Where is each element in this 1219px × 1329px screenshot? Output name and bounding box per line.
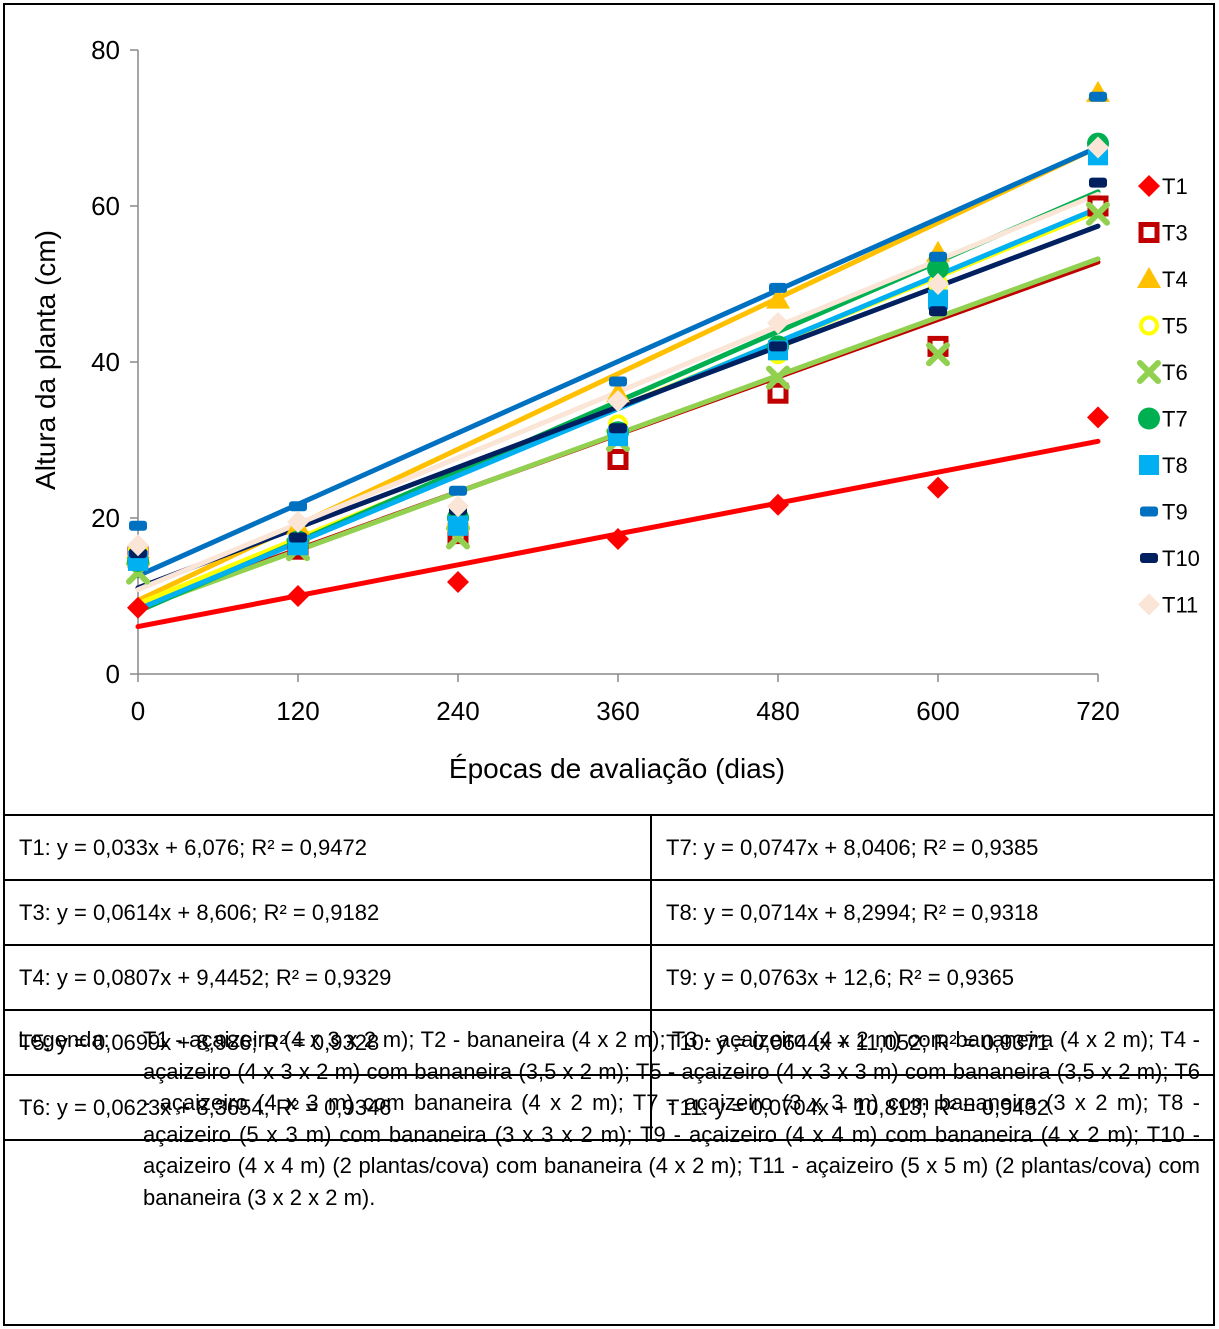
point-t11 (607, 390, 629, 412)
y-tick-label: 20 (91, 503, 120, 533)
point-t11 (447, 495, 469, 518)
y-tick-label: 0 (106, 659, 120, 689)
point-t11 (287, 510, 309, 533)
equations-row: T4: y = 0,0807x + 9,4452; R² = 0,9329 T9… (3, 944, 1215, 1011)
equations-row: T3: y = 0,0614x + 8,606; R² = 0,9182 T8:… (3, 879, 1215, 946)
legend-label-t3: T3 (1162, 221, 1188, 246)
legend-marker-t6 (1137, 360, 1161, 384)
y-tick-label: 80 (91, 35, 120, 65)
legend-marker-t11 (1138, 593, 1160, 616)
point-t1 (927, 476, 949, 499)
x-axis-label: Épocas de avaliação (dias) (449, 753, 785, 784)
point-t10 (769, 341, 787, 352)
legend-marker-t4 (1137, 267, 1161, 288)
equation-t6: T6: y = 0,0623x + 8,3654; R² = 0,9346 (3, 1074, 652, 1141)
legend-marker-t7 (1138, 407, 1160, 430)
y-tick-label: 40 (91, 347, 120, 377)
point-t1 (1087, 406, 1109, 429)
equation-t7: T7: y = 0,0747x + 8,0406; R² = 0,9385 (650, 814, 1215, 881)
legend-label-t9: T9 (1162, 500, 1188, 525)
chart-legend: T1 T3 T4 T5 T6 T7 T8 T9 T10 T11 (1137, 174, 1200, 618)
chart-markers (126, 80, 1110, 619)
legend-label-t5: T5 (1162, 314, 1188, 339)
legend-label-t1: T1 (1162, 174, 1188, 199)
legend-label-t10: T10 (1162, 546, 1200, 571)
point-t9 (1089, 91, 1107, 102)
point-t6 (766, 365, 790, 390)
x-tick-label: 120 (276, 696, 319, 726)
legend-label-t4: T4 (1162, 267, 1188, 292)
equation-t8: T8: y = 0,0714x + 8,2994; R² = 0,9318 (650, 879, 1215, 946)
point-t9 (129, 520, 147, 531)
point-t9 (929, 251, 947, 262)
point-t8 (448, 515, 468, 536)
equation-t4: T4: y = 0,0807x + 9,4452; R² = 0,9329 (3, 944, 652, 1011)
point-t11 (1087, 136, 1109, 159)
x-tick-label: 720 (1076, 696, 1119, 726)
point-t11 (127, 534, 149, 557)
legend-marker-t1 (1138, 175, 1160, 197)
legend-marker-t5 (1139, 315, 1159, 336)
point-t9 (609, 376, 627, 387)
y-axis-label: Altura da planta (cm) (30, 230, 61, 490)
legend-label-t7: T7 (1162, 407, 1188, 432)
point-t9 (769, 282, 787, 293)
point-t10 (1089, 177, 1107, 188)
point-t9 (289, 501, 307, 512)
point-t6 (926, 342, 950, 367)
x-tick-label: 360 (596, 696, 639, 726)
point-t1 (447, 570, 469, 593)
equation-t11: T11: y = 0,0704x + 10,813; R² = 0,9432 (650, 1074, 1215, 1141)
equation-t5: T5: y = 0,0699x + 8,986; R² = 0,9328 (3, 1009, 652, 1076)
legend-note-label: Legenda: (18, 1027, 110, 1052)
legend-marker-t8 (1139, 455, 1159, 475)
legend-marker-t9 (1140, 506, 1158, 517)
x-tick-label: 600 (916, 696, 959, 726)
point-t11 (927, 273, 949, 295)
equations-row: T1: y = 0,033x + 6,076; R² = 0,9472 T7: … (3, 814, 1215, 881)
point-t1 (607, 528, 629, 551)
point-t8 (928, 289, 948, 310)
point-t6 (1086, 201, 1110, 226)
legend-note: Legenda: T1 - açaizeiro (4 x 3 x 2 m); T… (18, 1024, 1200, 1213)
point-t10 (929, 306, 947, 317)
trendline-t9 (135, 144, 1101, 579)
equations-row: T6: y = 0,0623x + 8,3654; R² = 0,9346 T1… (3, 1074, 1215, 1141)
legend-label-t11: T11 (1162, 593, 1198, 618)
point-t10 (609, 423, 627, 434)
point-t1 (767, 493, 789, 516)
legend-label-t8: T8 (1162, 453, 1188, 478)
point-t9 (449, 485, 467, 496)
equation-t1: T1: y = 0,033x + 6,076; R² = 0,9472 (3, 814, 652, 881)
point-t4 (766, 287, 790, 309)
legend-marker-t3 (1138, 222, 1160, 243)
x-tick-label: 0 (131, 696, 145, 726)
x-tick-label: 480 (756, 696, 799, 726)
chart-axes: 0 20 40 60 80 0 120 240 360 480 600 720 (91, 35, 1120, 726)
point-t11 (767, 312, 789, 334)
point-t3 (767, 382, 789, 404)
legend-note-text: T1 - açaizeiro (4 x 3 x 2 m); T2 - banan… (143, 1027, 1200, 1210)
point-t1 (127, 596, 149, 619)
equation-t10: T10: y = 0,0644x + 11,052; R² = 0,9371 (650, 1009, 1215, 1076)
legend-label-t6: T6 (1162, 360, 1188, 385)
point-t10 (289, 532, 307, 543)
equation-t9: T9: y = 0,0763x + 12,6; R² = 0,9365 (650, 944, 1215, 1011)
equation-t3: T3: y = 0,0614x + 8,606; R² = 0,9182 (3, 879, 652, 946)
equations-table: T1: y = 0,033x + 6,076; R² = 0,9472 T7: … (3, 814, 1215, 1141)
point-t3 (607, 449, 629, 470)
figure-frame (3, 3, 1215, 1326)
y-tick-label: 60 (91, 191, 120, 221)
legend-marker-t10 (1140, 553, 1158, 563)
point-t7 (927, 257, 949, 280)
point-t1 (287, 585, 309, 607)
equations-row: T5: y = 0,0699x + 8,986; R² = 0,9328 T10… (3, 1009, 1215, 1076)
x-tick-label: 240 (436, 696, 479, 726)
